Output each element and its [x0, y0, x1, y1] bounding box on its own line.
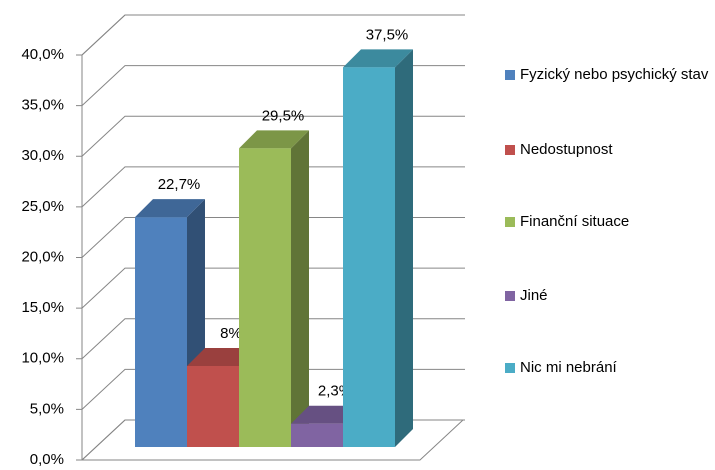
bar-side — [395, 49, 413, 447]
bar-top — [343, 49, 413, 68]
legend-label: Nedostupnost — [520, 141, 613, 158]
legend-label: Nic mi nebrání — [520, 359, 618, 376]
legend-label: Finanční situace — [520, 213, 629, 230]
data-label: 37,5% — [366, 26, 409, 43]
bar — [187, 366, 239, 447]
legend-label: Fyzický nebo psychický stav — [520, 66, 709, 83]
y-tick-label: 20,0% — [21, 248, 64, 265]
y-tick-label: 15,0% — [21, 299, 64, 316]
y-tick-label: 35,0% — [21, 97, 64, 114]
legend-label: Jiné — [520, 287, 548, 304]
legend-swatch — [505, 363, 515, 373]
y-tick-label: 25,0% — [21, 198, 64, 215]
legend-swatch — [505, 217, 515, 227]
bar — [343, 67, 395, 447]
y-tick-label: 30,0% — [21, 147, 64, 164]
data-label: 29,5% — [262, 107, 305, 124]
grid-line — [81, 14, 465, 56]
y-tick-label: 5,0% — [30, 400, 64, 417]
data-label: 22,7% — [158, 176, 201, 193]
legend-swatch — [505, 291, 515, 301]
bar — [291, 423, 343, 447]
legend-swatch — [505, 70, 515, 80]
legend-swatch — [505, 145, 515, 155]
bar-top — [239, 130, 309, 149]
bar-top — [135, 199, 205, 218]
bar — [135, 217, 187, 447]
y-tick-label: 10,0% — [21, 350, 64, 367]
y-tick-label: 40,0% — [21, 46, 64, 63]
y-tick-label: 0,0% — [30, 451, 64, 468]
data-label: 8% — [220, 325, 242, 342]
bar-side — [291, 130, 309, 447]
bar — [239, 148, 291, 447]
